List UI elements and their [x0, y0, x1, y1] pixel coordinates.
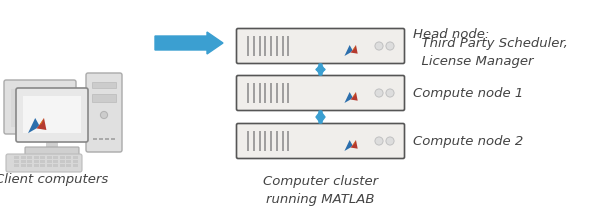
Bar: [66, 164, 71, 167]
Bar: [27, 164, 32, 167]
Circle shape: [386, 137, 394, 145]
Text: Head node:: Head node:: [413, 28, 490, 41]
Bar: [47, 160, 52, 163]
Text: Computer cluster
running MATLAB: Computer cluster running MATLAB: [263, 175, 378, 206]
Bar: [40, 156, 45, 159]
FancyBboxPatch shape: [4, 80, 76, 134]
Bar: [34, 164, 38, 167]
Bar: [27, 160, 32, 163]
Bar: [20, 156, 25, 159]
Polygon shape: [350, 45, 358, 54]
FancyArrow shape: [316, 64, 325, 75]
FancyBboxPatch shape: [25, 147, 79, 156]
Text: Compute node 1: Compute node 1: [413, 86, 523, 100]
Bar: [47, 156, 52, 159]
FancyBboxPatch shape: [6, 154, 82, 172]
Bar: [47, 164, 52, 167]
Bar: [27, 156, 32, 159]
Polygon shape: [344, 92, 353, 103]
Bar: [11, 89, 69, 127]
Text: Client computers: Client computers: [0, 173, 109, 186]
Polygon shape: [350, 140, 358, 149]
Circle shape: [375, 89, 383, 97]
Polygon shape: [39, 118, 44, 125]
Bar: [66, 160, 71, 163]
Bar: [23, 96, 81, 133]
Polygon shape: [353, 92, 356, 97]
Bar: [14, 164, 19, 167]
Polygon shape: [350, 92, 358, 101]
Bar: [73, 156, 77, 159]
Bar: [40, 164, 45, 167]
Circle shape: [375, 137, 383, 145]
Polygon shape: [344, 45, 353, 56]
Polygon shape: [353, 45, 356, 50]
Bar: [111, 138, 115, 140]
Bar: [73, 164, 77, 167]
Circle shape: [375, 42, 383, 50]
Bar: [14, 156, 19, 159]
FancyArrow shape: [316, 111, 325, 123]
FancyBboxPatch shape: [236, 29, 404, 63]
Bar: [92, 82, 116, 88]
Bar: [14, 160, 19, 163]
Bar: [59, 164, 65, 167]
FancyArrow shape: [316, 64, 325, 75]
FancyBboxPatch shape: [236, 75, 404, 111]
Bar: [53, 156, 58, 159]
Text: Third Party Scheduler,
  License Manager: Third Party Scheduler, License Manager: [413, 37, 568, 68]
Polygon shape: [37, 118, 46, 130]
Bar: [73, 160, 77, 163]
Bar: [105, 138, 109, 140]
Text: Compute node 2: Compute node 2: [413, 135, 523, 147]
Polygon shape: [353, 140, 356, 145]
Bar: [99, 138, 103, 140]
Bar: [59, 156, 65, 159]
FancyBboxPatch shape: [86, 73, 122, 152]
Bar: [46, 138, 58, 150]
Polygon shape: [344, 140, 353, 151]
FancyArrow shape: [155, 32, 223, 54]
Polygon shape: [28, 118, 39, 133]
FancyBboxPatch shape: [16, 88, 88, 142]
Bar: [53, 164, 58, 167]
Bar: [59, 160, 65, 163]
FancyArrow shape: [316, 111, 325, 123]
Bar: [66, 156, 71, 159]
Circle shape: [386, 42, 394, 50]
FancyBboxPatch shape: [236, 123, 404, 158]
Bar: [92, 94, 116, 102]
Bar: [53, 160, 58, 163]
Bar: [93, 138, 97, 140]
Circle shape: [101, 112, 107, 118]
Circle shape: [386, 89, 394, 97]
Bar: [34, 156, 38, 159]
Bar: [20, 160, 25, 163]
Bar: [20, 164, 25, 167]
Bar: [34, 160, 38, 163]
Bar: [40, 160, 45, 163]
